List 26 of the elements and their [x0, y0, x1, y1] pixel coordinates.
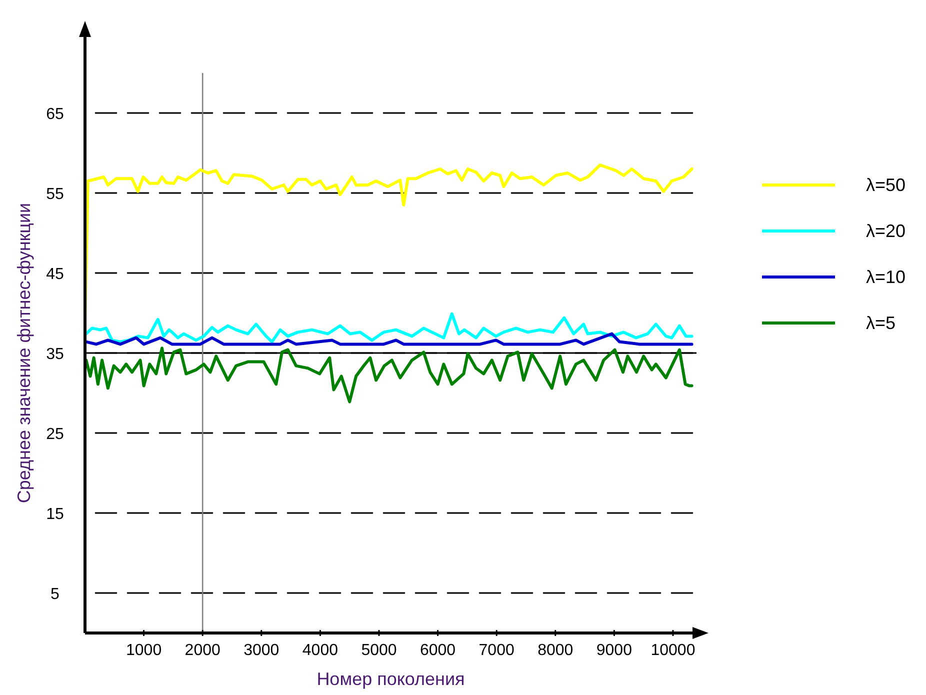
x-tick-label: 7000 — [478, 642, 514, 659]
y-tick-label: 45 — [46, 266, 64, 283]
legend-label: λ=20 — [866, 221, 906, 241]
x-axis-title: Номер поколения — [316, 669, 465, 689]
y-tick-label: 15 — [46, 506, 64, 523]
line-series — [84, 346, 694, 404]
y-axis-title: Среднее значение фитнес-функции — [14, 202, 34, 504]
y-tick-label: 25 — [46, 426, 64, 443]
x-tick-label: 5000 — [361, 642, 397, 659]
x-tick-label: 4000 — [302, 642, 338, 659]
line-series — [84, 332, 694, 346]
y-tick-label: 65 — [46, 106, 64, 123]
legend-label: λ=50 — [866, 175, 906, 195]
x-tick-label: 3000 — [244, 642, 280, 659]
legend-label: λ=5 — [866, 313, 896, 333]
x-tick-label: 10000 — [650, 642, 696, 659]
legend-label: λ=10 — [866, 267, 906, 287]
x-tick-label: 2000 — [184, 642, 220, 659]
x-tick-label: 1000 — [126, 642, 162, 659]
x-tick-label: 6000 — [420, 642, 456, 659]
y-tick-label: 5 — [50, 586, 60, 603]
y-tick-label: 35 — [46, 346, 64, 363]
line-series — [84, 312, 694, 344]
y-tick-label: 55 — [46, 186, 64, 203]
x-tick-label: 8000 — [538, 642, 574, 659]
x-tick-label: 9000 — [596, 642, 632, 659]
